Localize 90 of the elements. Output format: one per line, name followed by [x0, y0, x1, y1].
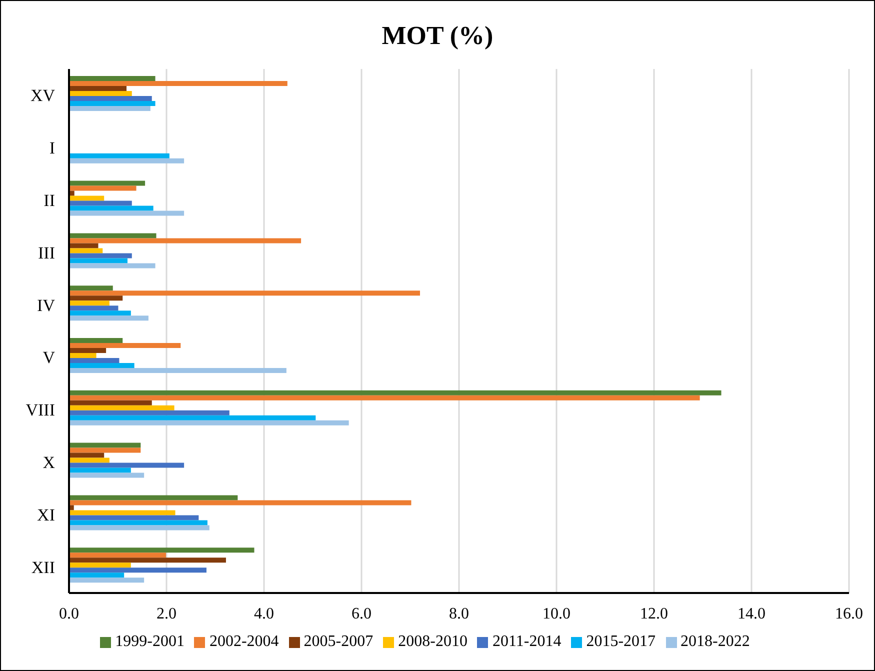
y-tick-label: XII	[31, 558, 56, 577]
bar	[69, 81, 288, 86]
bar	[69, 495, 238, 500]
bar	[69, 300, 110, 306]
y-tick-label: VIII	[26, 400, 56, 420]
bar	[69, 358, 120, 363]
legend-label: 2015-2017	[586, 633, 656, 650]
bar	[69, 548, 254, 553]
bar	[69, 91, 132, 96]
bar	[69, 368, 286, 373]
x-tick-label: 8.0	[449, 605, 469, 622]
bar	[69, 200, 132, 206]
bar	[69, 448, 141, 453]
y-tick-label: V	[42, 348, 56, 368]
bar	[69, 153, 170, 158]
legend-label: 2011-2014	[492, 633, 562, 650]
bar	[69, 395, 700, 400]
legend-label: 2018-2022	[680, 633, 750, 650]
bar	[69, 286, 113, 291]
bar	[69, 400, 152, 406]
bar	[69, 238, 302, 244]
bar	[69, 158, 184, 164]
y-tick-label: XI	[37, 505, 56, 524]
x-tick-label: 2.0	[156, 605, 176, 622]
chart-title: MOT (%)	[380, 21, 494, 52]
bar	[69, 552, 166, 558]
bar	[69, 442, 141, 448]
bar	[69, 353, 96, 358]
bar	[69, 415, 316, 420]
bar	[69, 180, 146, 186]
legend-label: 2002-2004	[209, 633, 279, 650]
bar	[69, 316, 148, 321]
bar	[69, 390, 722, 396]
y-tick-label: I	[49, 138, 56, 158]
bar	[69, 472, 144, 478]
bar	[69, 338, 123, 343]
y-tick-label: X	[42, 453, 55, 472]
bar	[69, 468, 131, 473]
bar	[69, 258, 128, 264]
bar	[69, 106, 150, 111]
bar	[69, 101, 156, 106]
bar	[69, 572, 124, 578]
bar	[69, 263, 156, 268]
bar	[69, 196, 104, 201]
bar	[69, 510, 176, 516]
bar	[69, 348, 106, 353]
bar	[69, 558, 226, 563]
bar	[69, 525, 210, 530]
bar	[69, 462, 184, 468]
x-tick-label: 16.0	[835, 605, 863, 622]
bar	[69, 458, 110, 463]
bar	[69, 186, 136, 191]
bar	[69, 515, 199, 520]
x-tick-label: 14.0	[738, 605, 766, 622]
bar	[69, 233, 156, 238]
bar	[69, 310, 131, 316]
y-tick-label: II	[44, 191, 56, 210]
bar	[69, 96, 152, 101]
bar	[69, 500, 412, 506]
bar	[69, 248, 103, 254]
legend-label: 2005-2007	[304, 633, 374, 650]
bar	[69, 206, 154, 211]
bar	[69, 343, 181, 348]
bar	[69, 405, 174, 410]
bar	[69, 420, 349, 426]
y-tick-label: IV	[37, 296, 56, 315]
bar	[69, 306, 118, 311]
x-tick-label: 10.0	[542, 605, 570, 622]
bar	[69, 253, 132, 258]
bar	[69, 76, 156, 81]
bar	[69, 363, 134, 368]
bar	[69, 296, 123, 301]
y-tick-label: III	[38, 243, 56, 262]
y-tick-label: XV	[30, 86, 56, 106]
legend-label: 1999-2001	[115, 633, 184, 650]
bar	[69, 452, 104, 458]
bar	[69, 578, 144, 583]
x-tick-label: 6.0	[352, 605, 372, 622]
bar	[69, 568, 206, 573]
x-tick-label: 0.0	[59, 605, 79, 622]
x-tick-label: 4.0	[254, 605, 274, 622]
bar	[69, 410, 230, 416]
bar	[69, 243, 98, 248]
x-tick-label: 12.0	[640, 605, 668, 622]
bar	[69, 210, 184, 216]
bar	[69, 520, 208, 526]
bar	[69, 86, 127, 91]
bar	[69, 290, 420, 296]
legend-label: 2008-2010	[398, 633, 468, 650]
bar	[69, 562, 131, 568]
